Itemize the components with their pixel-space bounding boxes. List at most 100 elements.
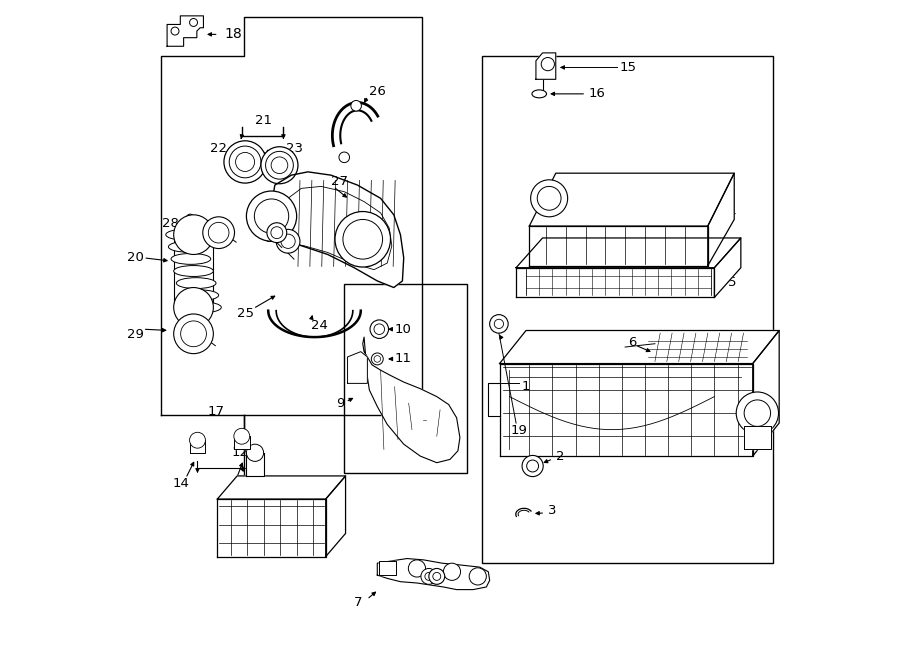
Circle shape bbox=[537, 186, 561, 210]
Polygon shape bbox=[715, 238, 741, 297]
Circle shape bbox=[234, 428, 249, 444]
Circle shape bbox=[276, 229, 300, 253]
Circle shape bbox=[174, 314, 213, 354]
Text: 18: 18 bbox=[224, 27, 242, 42]
Circle shape bbox=[469, 568, 486, 585]
Circle shape bbox=[186, 214, 194, 222]
Text: 9: 9 bbox=[336, 397, 344, 410]
Circle shape bbox=[409, 560, 426, 577]
Circle shape bbox=[230, 146, 261, 178]
Ellipse shape bbox=[174, 266, 213, 276]
Circle shape bbox=[374, 356, 381, 362]
Circle shape bbox=[522, 455, 544, 477]
Ellipse shape bbox=[532, 90, 546, 98]
Text: 8: 8 bbox=[417, 567, 425, 580]
Text: 7: 7 bbox=[355, 596, 363, 609]
Text: 4: 4 bbox=[727, 206, 736, 219]
Polygon shape bbox=[489, 383, 500, 416]
Circle shape bbox=[247, 444, 264, 461]
Circle shape bbox=[281, 234, 295, 249]
Circle shape bbox=[494, 319, 503, 329]
Bar bbox=[344, 284, 466, 473]
Polygon shape bbox=[379, 561, 396, 575]
Circle shape bbox=[421, 568, 436, 584]
Text: 1: 1 bbox=[521, 380, 530, 393]
Polygon shape bbox=[167, 16, 203, 46]
Circle shape bbox=[433, 572, 441, 580]
Circle shape bbox=[372, 353, 383, 365]
Circle shape bbox=[171, 27, 179, 35]
Polygon shape bbox=[516, 238, 741, 268]
Ellipse shape bbox=[179, 290, 219, 301]
Polygon shape bbox=[217, 499, 326, 557]
Polygon shape bbox=[500, 364, 752, 456]
Polygon shape bbox=[707, 173, 734, 266]
Polygon shape bbox=[536, 53, 556, 79]
Polygon shape bbox=[217, 476, 346, 499]
Circle shape bbox=[224, 141, 266, 183]
Polygon shape bbox=[262, 172, 404, 288]
Text: 3: 3 bbox=[548, 504, 556, 517]
Polygon shape bbox=[247, 453, 264, 476]
Text: 27: 27 bbox=[331, 175, 348, 188]
Text: 13: 13 bbox=[235, 477, 252, 490]
Circle shape bbox=[541, 58, 554, 71]
Text: 28: 28 bbox=[163, 217, 179, 230]
Text: 19: 19 bbox=[511, 424, 527, 438]
Circle shape bbox=[267, 223, 287, 243]
Ellipse shape bbox=[182, 302, 221, 313]
Circle shape bbox=[174, 215, 213, 254]
Circle shape bbox=[236, 153, 255, 171]
Polygon shape bbox=[529, 173, 734, 226]
Polygon shape bbox=[326, 476, 346, 557]
Text: 17: 17 bbox=[207, 405, 224, 418]
Circle shape bbox=[374, 324, 384, 334]
Polygon shape bbox=[347, 352, 367, 383]
Circle shape bbox=[490, 315, 508, 333]
Polygon shape bbox=[377, 559, 490, 590]
Text: 12: 12 bbox=[231, 446, 248, 459]
Ellipse shape bbox=[168, 241, 208, 253]
Text: 29: 29 bbox=[128, 328, 144, 341]
Circle shape bbox=[744, 400, 770, 426]
Circle shape bbox=[526, 460, 538, 472]
Circle shape bbox=[266, 151, 293, 179]
Bar bbox=[482, 56, 772, 563]
Text: 11: 11 bbox=[394, 352, 411, 366]
Circle shape bbox=[255, 199, 289, 233]
Circle shape bbox=[247, 191, 297, 241]
Circle shape bbox=[174, 288, 213, 327]
Polygon shape bbox=[363, 337, 460, 463]
Text: 2: 2 bbox=[556, 449, 564, 463]
Polygon shape bbox=[516, 268, 715, 297]
Circle shape bbox=[254, 152, 269, 168]
Circle shape bbox=[257, 156, 266, 164]
Text: 5: 5 bbox=[727, 276, 736, 290]
Circle shape bbox=[736, 392, 778, 434]
Polygon shape bbox=[234, 436, 249, 449]
Text: 6: 6 bbox=[628, 336, 637, 349]
Circle shape bbox=[208, 222, 229, 243]
Polygon shape bbox=[752, 330, 779, 456]
Circle shape bbox=[444, 563, 461, 580]
Circle shape bbox=[181, 321, 206, 346]
Circle shape bbox=[425, 572, 433, 580]
Polygon shape bbox=[190, 440, 205, 453]
Polygon shape bbox=[500, 330, 779, 364]
Text: 24: 24 bbox=[311, 319, 328, 332]
Text: 15: 15 bbox=[619, 61, 636, 74]
Circle shape bbox=[428, 568, 445, 584]
Circle shape bbox=[271, 227, 283, 239]
Text: 10: 10 bbox=[394, 323, 411, 336]
Circle shape bbox=[261, 147, 298, 184]
Circle shape bbox=[351, 100, 362, 111]
Circle shape bbox=[190, 432, 205, 448]
Ellipse shape bbox=[176, 278, 216, 289]
Text: 20: 20 bbox=[128, 251, 144, 264]
Circle shape bbox=[531, 180, 568, 217]
Text: 26: 26 bbox=[369, 85, 386, 98]
Polygon shape bbox=[529, 226, 707, 266]
Text: 14: 14 bbox=[173, 477, 189, 490]
Text: 16: 16 bbox=[589, 87, 606, 100]
Text: 21: 21 bbox=[255, 114, 272, 128]
